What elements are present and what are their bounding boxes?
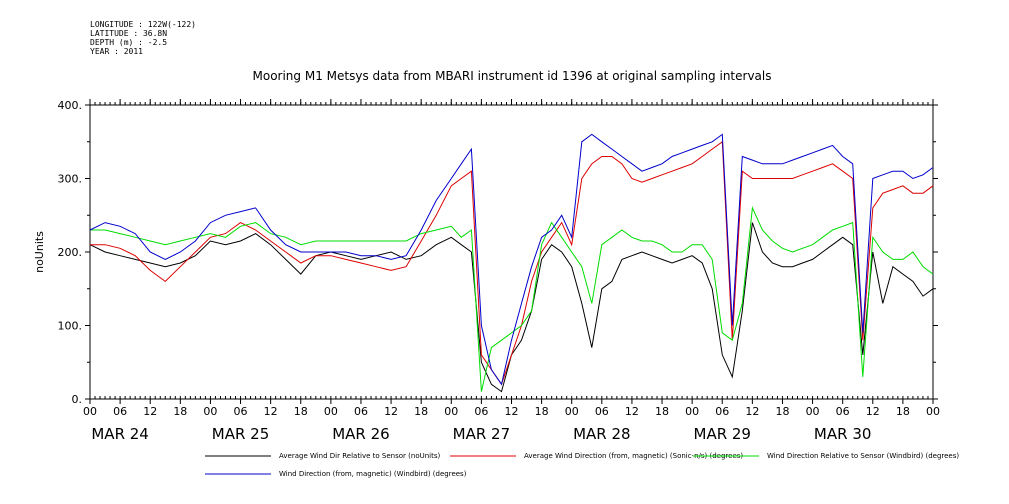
x-hour-label: 06	[715, 405, 729, 418]
legend: Average Wind Dir Relative to Sensor (noU…	[205, 452, 959, 478]
x-hour-label: 00	[324, 405, 338, 418]
year-label: YEAR : 2011	[90, 47, 143, 56]
x-day-label: MAR 26	[332, 425, 389, 443]
x-hour-label: 12	[866, 405, 880, 418]
x-hour-label: 18	[173, 405, 187, 418]
mooring-metadata: LONGITUDE : 122W(-122) LATITUDE : 36.8N …	[90, 20, 196, 56]
y-tick-label: 0.	[72, 393, 83, 406]
x-day-label: MAR 24	[91, 425, 148, 443]
x-hour-label: 06	[354, 405, 368, 418]
y-tick-label: 300.	[58, 173, 83, 186]
series-line-1	[89, 222, 934, 393]
latitude-label: LATITUDE : 36.8N	[90, 29, 168, 38]
x-hour-label: 18	[896, 405, 910, 418]
x-hour-label: 12	[143, 405, 157, 418]
y-axis-label: noUnits	[33, 231, 46, 273]
x-hour-label: 00	[83, 405, 97, 418]
x-hour-label: 00	[806, 405, 820, 418]
legend-label: Wind Direction (from, magnetic) (Windbir…	[279, 470, 467, 478]
y-tick-label: 100.	[58, 320, 83, 333]
x-hour-label: 06	[595, 405, 609, 418]
legend-label: Average Wind Dir Relative to Sensor (noU…	[279, 452, 440, 460]
x-day-label: MAR 27	[453, 425, 510, 443]
x-hour-label: 12	[625, 405, 639, 418]
x-day-label: MAR 28	[573, 425, 630, 443]
x-hour-label: 06	[474, 405, 488, 418]
legend-label: Wind Direction Relative to Sensor (Windb…	[767, 452, 959, 460]
y-tick-label: 200.	[58, 246, 83, 259]
x-hour-label: 00	[444, 405, 458, 418]
axes-layer: 0. 100. 200. 300. 400. 00 06 12 18 00 06 12 18 00 06 12…	[58, 99, 940, 443]
y-tick-label: 400.	[58, 99, 83, 112]
series-line-3	[90, 206, 934, 392]
x-hour-label: 06	[836, 405, 850, 418]
x-hour-label: 18	[535, 405, 549, 418]
legend-label: Average Wind Direction (from, magnetic) …	[524, 452, 743, 460]
x-day-label: MAR 25	[212, 425, 269, 443]
x-hour-label: 00	[565, 405, 579, 418]
x-day-label: MAR 30	[814, 425, 871, 443]
longitude-label: LONGITUDE : 122W(-122)	[90, 20, 196, 29]
x-hour-label: 00	[203, 405, 217, 418]
x-hour-label: 18	[294, 405, 308, 418]
x-hour-label: 18	[775, 405, 789, 418]
x-hour-label: 18	[414, 405, 428, 418]
chart-title: Mooring M1 Metsys data from MBARI instru…	[253, 69, 772, 83]
x-day-label: MAR 29	[694, 425, 751, 443]
x-hour-label: 12	[264, 405, 278, 418]
x-hour-label: 12	[384, 405, 398, 418]
depth-label: DEPTH (m) : -2.5	[90, 38, 168, 47]
x-hour-label: 18	[655, 405, 669, 418]
x-hour-label: 00	[926, 405, 940, 418]
x-hour-label: 00	[685, 405, 699, 418]
x-hour-label: 12	[505, 405, 519, 418]
series-layer	[89, 133, 934, 393]
series-line-2	[90, 140, 934, 386]
x-hour-label: 06	[234, 405, 248, 418]
x-hour-label: 06	[113, 405, 127, 418]
x-hour-label: 12	[745, 405, 759, 418]
series-line-4	[89, 133, 934, 386]
